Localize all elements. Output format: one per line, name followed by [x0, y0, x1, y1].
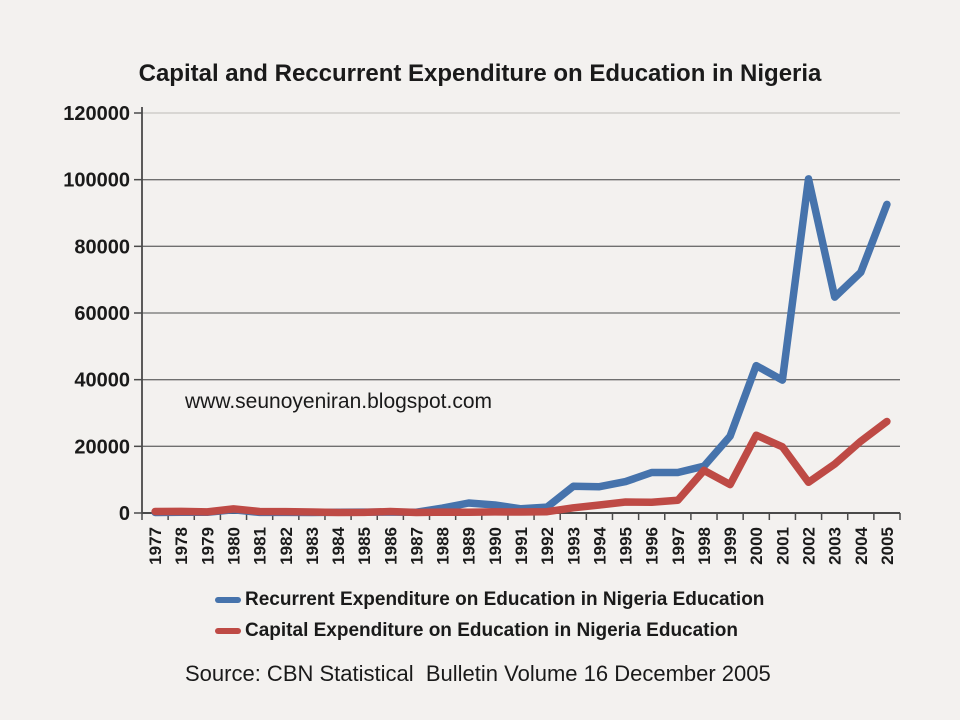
x-axis-label: 1992: [538, 527, 557, 565]
legend-label-capital: Capital Expenditure on Education in Nige…: [245, 620, 738, 641]
y-axis-label: 20000: [74, 436, 130, 458]
x-axis-label: 1987: [407, 527, 426, 565]
x-axis-label: 1991: [512, 527, 531, 565]
x-axis-label: 1997: [669, 527, 688, 565]
recurrent-series-line: [151, 175, 891, 517]
x-axis-label: 1983: [303, 527, 322, 565]
x-axis-label: 1981: [251, 527, 270, 565]
x-axis-label: 1993: [564, 527, 583, 565]
x-axis-label: 2005: [878, 527, 897, 565]
x-axis-label: 1979: [198, 527, 217, 565]
source-caption: Source: CBN Statistical Bulletin Volume …: [185, 661, 771, 686]
x-axis-label: 1995: [617, 527, 636, 565]
legend-item-capital: Capital Expenditure on Education in Nige…: [215, 620, 764, 642]
x-axis-label: 1996: [643, 527, 662, 565]
y-axis-label: 40000: [74, 370, 130, 392]
x-axis-label: 1990: [486, 527, 505, 565]
x-axis-label: 1999: [721, 527, 740, 565]
x-axis-label: 1978: [172, 527, 191, 565]
x-axis-label: 2004: [852, 526, 871, 564]
legend: Recurrent Expenditure on Education in Ni…: [215, 589, 764, 642]
chart-title: Capital and Reccurrent Expenditure on Ed…: [138, 60, 822, 87]
x-axis-label: 2002: [800, 527, 819, 565]
x-axis-label: 1980: [224, 527, 243, 565]
x-axis-label: 1985: [355, 527, 374, 565]
capital-series-swatch: [215, 628, 241, 634]
x-axis-label: 1982: [277, 527, 296, 565]
x-axis-label: 1984: [329, 526, 348, 564]
x-axis-label: 1986: [381, 527, 400, 565]
x-axis-label: 2000: [747, 527, 766, 565]
x-axis-label: 1994: [590, 526, 609, 564]
x-axis-label: 2001: [773, 527, 792, 565]
watermark-text: www.seunoyeniran.blogspot.com: [185, 390, 493, 413]
capital-series-line: [151, 417, 891, 517]
x-axis-label: 1998: [695, 527, 714, 565]
legend-item-recurrent: Recurrent Expenditure on Education in Ni…: [215, 589, 764, 611]
y-axis-label: 60000: [74, 303, 130, 325]
y-axis-label: 80000: [74, 236, 130, 258]
y-axis-label: 100000: [63, 170, 130, 192]
x-axis-label: 2003: [826, 527, 845, 565]
recurrent-series-swatch: [215, 597, 241, 603]
x-axis-label: 1988: [434, 527, 453, 565]
y-axis-label: 0: [119, 503, 130, 525]
legend-label-recurrent: Recurrent Expenditure on Education in Ni…: [245, 589, 765, 610]
x-axis-label: 1989: [460, 527, 479, 565]
x-axis-label: 1977: [146, 527, 165, 565]
y-axis-label: 120000: [63, 103, 130, 125]
